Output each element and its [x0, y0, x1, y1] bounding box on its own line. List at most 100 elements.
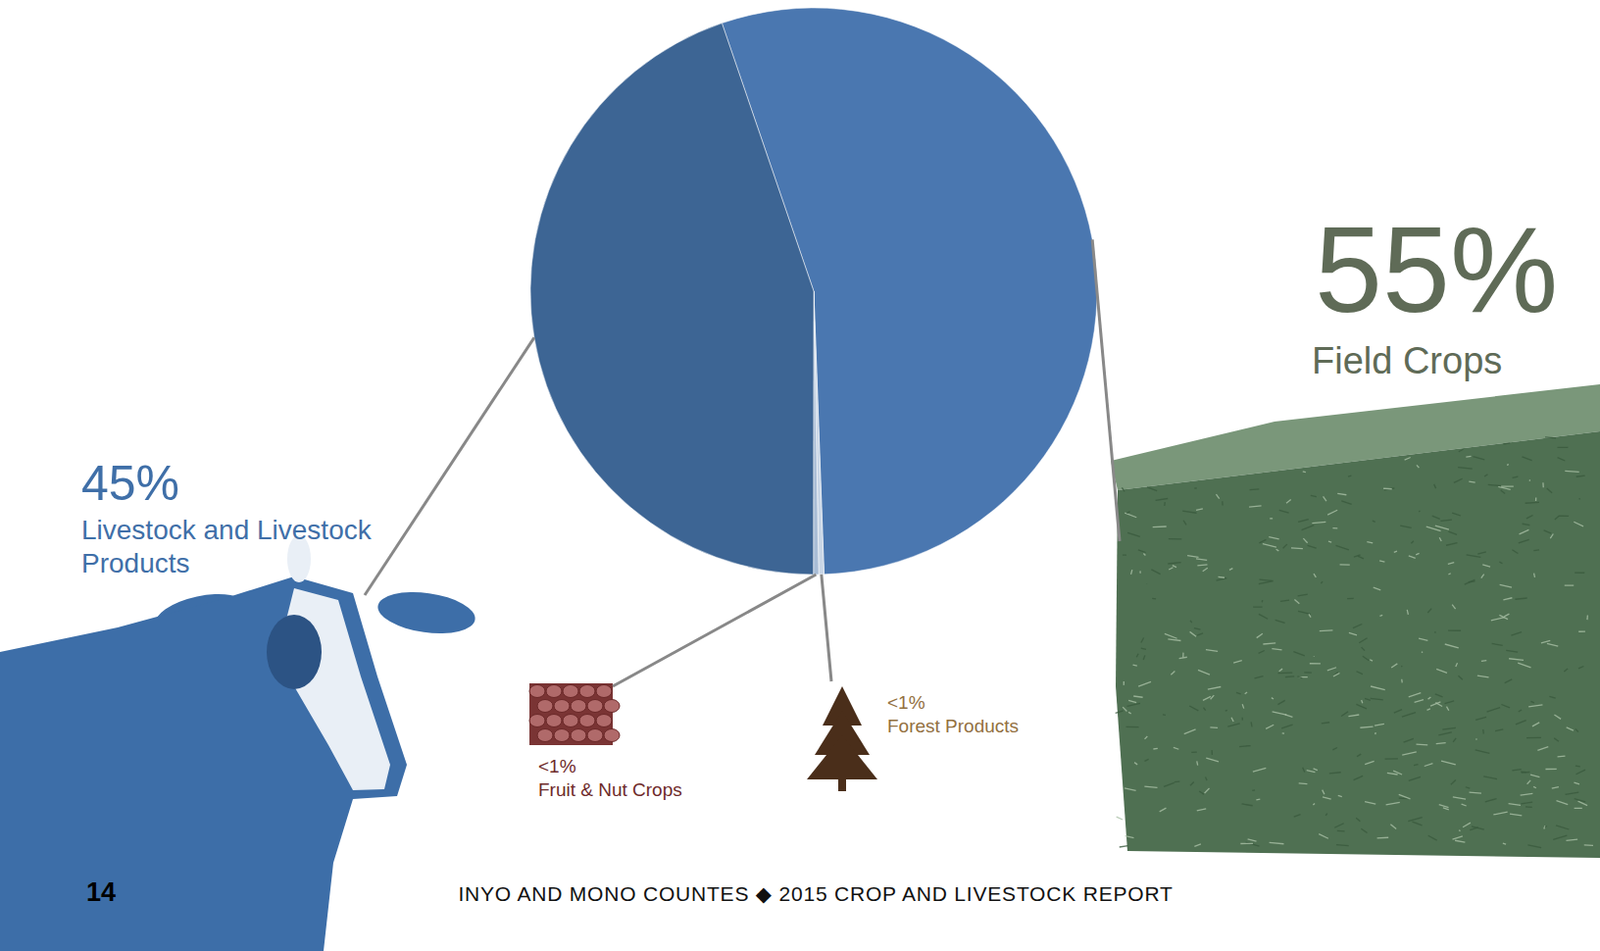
grapes [529, 683, 620, 746]
grape [553, 729, 570, 743]
hay-texture [1115, 437, 1594, 849]
hay-strand [1445, 644, 1459, 649]
hay-strand [1355, 703, 1366, 708]
hay-strand [1403, 738, 1414, 743]
hay-strand [1210, 750, 1213, 755]
hay-strand [1168, 538, 1182, 541]
hay-strand [1502, 442, 1510, 445]
hay-strand [1320, 581, 1323, 584]
hay-strand [1318, 834, 1329, 840]
hay-strand [1205, 650, 1218, 652]
hay-strand [1202, 696, 1211, 700]
hay-strand [1379, 560, 1385, 562]
footer: 14INYO AND MONO COUNTES ◆ 2015 CROP AND … [86, 877, 1174, 907]
hay-strand [1307, 545, 1317, 549]
hay-strand [1152, 525, 1167, 528]
hay-strand [1144, 786, 1157, 788]
hay-strand [1298, 676, 1303, 679]
cow-ear [375, 586, 479, 640]
hay-strand [1512, 476, 1519, 478]
hay-strand [1549, 696, 1555, 699]
hay-strand [1279, 668, 1283, 672]
hay-strand [1554, 515, 1559, 520]
hay-strand [1545, 768, 1556, 770]
hay-strand [1146, 583, 1148, 586]
leader-line [612, 574, 816, 687]
hay-strand [1258, 581, 1274, 585]
hay-strand [1262, 544, 1277, 548]
hay-strand [1537, 747, 1549, 751]
hay-strand [1336, 545, 1350, 550]
hay-strand [1446, 706, 1449, 711]
hay-strand [1448, 562, 1454, 565]
hay-strand [1555, 800, 1568, 805]
hay-strand [1428, 835, 1438, 841]
hay-strand [1242, 803, 1253, 806]
hay-strand [1124, 512, 1137, 518]
hay-strand [1504, 679, 1513, 684]
grape [570, 700, 587, 713]
hay-strand [1401, 712, 1416, 717]
grape [553, 700, 570, 713]
hay-strand [1370, 698, 1384, 700]
hay-strand [1127, 702, 1141, 706]
hay-strand [1233, 660, 1243, 663]
hay-strand [1386, 801, 1400, 804]
hay-strand [1448, 573, 1450, 575]
hay-strand [1557, 755, 1566, 758]
hay-strand [1377, 837, 1390, 840]
hay-strand [1483, 776, 1498, 780]
cow [0, 535, 478, 951]
grape [546, 714, 562, 728]
hay-strand [1452, 836, 1463, 840]
hay-strand [1362, 655, 1369, 661]
hay-strand [1578, 800, 1589, 805]
hay-strand [1119, 846, 1129, 848]
hay-strand [1393, 770, 1402, 775]
hay-strand [1323, 496, 1327, 501]
hay-strand [1564, 470, 1579, 473]
hay-strand [1576, 769, 1586, 775]
hay-strand [1528, 704, 1543, 707]
hay-strand [1333, 672, 1340, 676]
hay-strand [1439, 804, 1450, 808]
hay-strand [1369, 659, 1373, 661]
hay-strand [1505, 650, 1518, 652]
hay-strand [1271, 698, 1274, 700]
hay-strand [1465, 455, 1471, 458]
hay-strand [1358, 638, 1367, 644]
hay-strand [1197, 563, 1207, 566]
hay-strand [1518, 709, 1522, 712]
hay-strand [1384, 488, 1395, 491]
hay-strand [1383, 488, 1393, 491]
hay-strand [1164, 633, 1178, 639]
hay-strand [1439, 537, 1442, 542]
hay-strand [1441, 760, 1456, 765]
hay-strand [1451, 512, 1461, 516]
hay-strand [1329, 772, 1342, 774]
hay-strand [1262, 643, 1276, 645]
grape [596, 714, 612, 728]
category-label: Livestock and LivestockProducts [81, 514, 373, 579]
hay-strand [1268, 537, 1279, 540]
hay-strand [1519, 529, 1530, 535]
hay-strand [1400, 665, 1402, 668]
hay-strand [1126, 726, 1140, 729]
hay-strand [1541, 640, 1550, 644]
hay-strand [1209, 726, 1218, 729]
hay-strand [1261, 600, 1264, 602]
hay-strand [1530, 774, 1540, 778]
hay-strand [1477, 551, 1487, 554]
hay-strand [1341, 500, 1351, 504]
hay-strand [1122, 706, 1127, 711]
hay-strand [1191, 751, 1198, 754]
hay-strand [1227, 723, 1240, 727]
hay-strand [1515, 720, 1527, 725]
hay-strand [1239, 746, 1250, 748]
hay-strand [1521, 456, 1532, 461]
hay-strand [1325, 813, 1327, 816]
hay-strand [1313, 573, 1316, 578]
hay-strand [1138, 681, 1151, 687]
hay-strand [1428, 697, 1432, 700]
hay-strand [1563, 668, 1568, 672]
